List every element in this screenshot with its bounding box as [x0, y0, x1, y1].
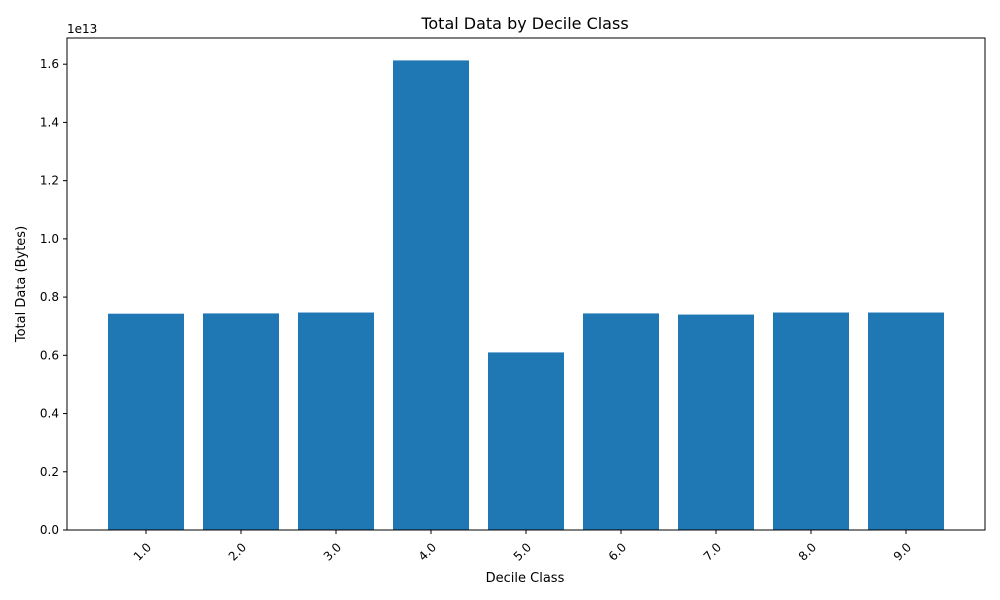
bar-7.0: [678, 314, 754, 530]
x-tick-label: 5.0: [511, 540, 534, 563]
x-tick-label: 9.0: [891, 540, 914, 563]
bar-6.0: [583, 313, 659, 530]
plot-frame: [66, 37, 986, 531]
bar-1.0: [108, 313, 184, 530]
x-tick-label: 3.0: [321, 540, 344, 563]
x-tick-label: 7.0: [701, 540, 724, 563]
x-tick-label: 6.0: [606, 540, 629, 563]
y-tick-label: 0.6: [40, 348, 59, 362]
y-tick-label: 0.2: [40, 465, 59, 479]
bar-8.0: [773, 312, 849, 530]
bar-2.0: [203, 313, 279, 530]
x-tick-label: 2.0: [226, 540, 249, 563]
y-tick-label: 0.0: [40, 523, 59, 537]
y-tick-label: 0.4: [40, 407, 59, 421]
x-tick-label: 8.0: [796, 540, 819, 563]
y-axis-label: Total Data (Bytes): [14, 226, 29, 343]
y-axis-ticks: 0.0 0.2 0.4 0.6 0.8 1.0 1.2 1.4 1.6: [40, 57, 67, 537]
y-tick-label: 1.0: [40, 232, 59, 246]
x-tick-label: 4.0: [416, 540, 439, 563]
y-tick-label: 1.2: [40, 174, 59, 188]
bars-group: [108, 60, 944, 531]
y-tick-label: 0.8: [40, 290, 59, 304]
y-tick-label: 1.4: [40, 115, 59, 129]
x-axis-ticks: 1.0 2.0 3.0 4.0 5.0 6.0 7.0 8.0 9.0: [131, 530, 914, 564]
bar-9.0: [868, 312, 944, 530]
y-axis-offset-label: 1e13: [67, 22, 97, 36]
x-tick-label: 1.0: [131, 540, 154, 563]
x-axis-label: Decile Class: [486, 571, 565, 586]
bar-4.0: [393, 60, 469, 531]
bar-5.0: [488, 352, 564, 530]
y-tick-label: 1.6: [40, 57, 59, 71]
bar-3.0: [298, 312, 374, 530]
chart-title: Total Data by Decile Class: [420, 14, 628, 33]
